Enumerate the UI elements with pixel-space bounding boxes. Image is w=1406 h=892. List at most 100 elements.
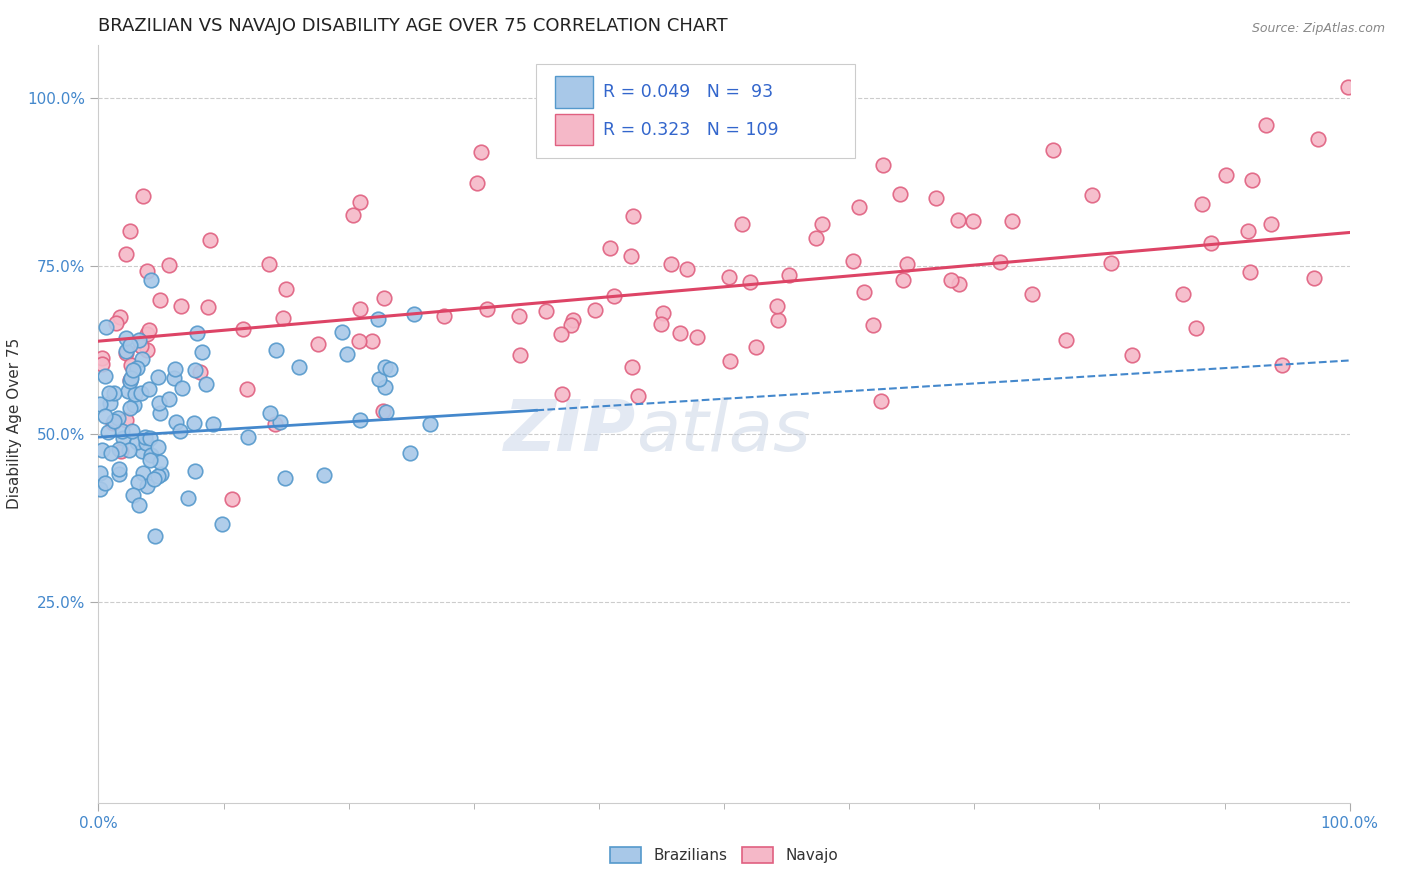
Point: [924, 191, 946, 205]
Point: [194, 377, 217, 392]
Point: [236, 430, 259, 444]
Y-axis label: Disability Age Over 75: Disability Age Over 75: [7, 338, 21, 509]
Point: [139, 273, 162, 287]
Point: [621, 209, 644, 223]
Point: [98, 386, 121, 401]
Point: [1308, 131, 1330, 145]
Point: [659, 257, 682, 271]
Point: [131, 352, 153, 367]
Point: [96, 319, 118, 334]
Point: [380, 362, 402, 376]
Point: [870, 393, 893, 408]
Point: [135, 326, 157, 341]
Point: [264, 417, 287, 431]
Point: [1271, 359, 1294, 373]
Point: [336, 347, 359, 361]
Point: [146, 440, 169, 454]
Point: [128, 333, 150, 347]
Point: [962, 213, 984, 227]
Point: [560, 318, 582, 332]
Point: [1184, 321, 1206, 335]
Point: [717, 270, 740, 285]
Point: [165, 415, 187, 429]
Point: [143, 529, 166, 543]
Point: [402, 307, 425, 321]
Point: [349, 302, 371, 317]
Point: [603, 289, 626, 303]
Point: [627, 389, 650, 403]
Point: [121, 362, 143, 376]
Point: [810, 217, 832, 231]
Point: [146, 370, 169, 384]
Point: [115, 413, 138, 427]
Point: [257, 257, 280, 271]
Point: [98, 396, 121, 410]
Point: [676, 261, 699, 276]
Point: [183, 417, 205, 431]
Point: [766, 299, 789, 313]
Point: [136, 343, 159, 358]
Point: [620, 359, 643, 374]
Point: [778, 268, 800, 282]
Point: [138, 453, 160, 467]
Point: [374, 359, 396, 374]
Point: [259, 406, 281, 420]
Point: [157, 392, 180, 406]
Point: [186, 326, 208, 340]
Point: [891, 273, 914, 287]
Point: [143, 472, 166, 486]
Point: [188, 365, 211, 379]
Point: [475, 301, 498, 316]
Point: [842, 254, 865, 268]
Point: [148, 396, 170, 410]
Point: [330, 325, 353, 339]
Point: [1001, 214, 1024, 228]
Point: [136, 478, 159, 492]
Point: [184, 464, 207, 478]
Point: [1337, 79, 1360, 94]
Point: [107, 462, 129, 476]
Point: [118, 224, 141, 238]
Point: [125, 434, 148, 449]
Point: [157, 258, 180, 272]
Point: [1302, 271, 1324, 285]
Point: [373, 291, 395, 305]
Point: [1215, 168, 1237, 182]
Point: [804, 231, 827, 245]
Point: [1054, 333, 1077, 347]
Point: [738, 275, 761, 289]
Point: [201, 417, 224, 431]
Point: [169, 424, 191, 438]
Point: [91, 442, 114, 457]
Point: [550, 326, 572, 341]
Point: [1042, 143, 1064, 157]
Point: [1021, 287, 1043, 301]
Point: [131, 444, 153, 458]
Point: [349, 413, 371, 427]
Point: [433, 309, 456, 323]
Point: [108, 467, 131, 482]
Point: [135, 436, 157, 450]
Point: [90, 351, 112, 365]
Point: [368, 371, 391, 385]
Point: [170, 299, 193, 313]
Point: [148, 406, 170, 420]
Point: [1099, 256, 1122, 270]
FancyBboxPatch shape: [536, 63, 855, 159]
Point: [1237, 224, 1260, 238]
Point: [360, 334, 382, 348]
Point: [114, 247, 136, 261]
Point: [110, 444, 132, 458]
FancyBboxPatch shape: [555, 113, 593, 145]
Point: [97, 425, 120, 440]
Point: [129, 339, 152, 353]
Point: [198, 233, 221, 247]
Point: [117, 384, 139, 398]
Point: [718, 354, 741, 368]
Point: [136, 264, 159, 278]
Text: R = 0.049   N =  93: R = 0.049 N = 93: [603, 83, 773, 101]
Point: [889, 186, 911, 201]
Point: [139, 448, 162, 462]
Point: [129, 386, 152, 401]
Point: [862, 318, 884, 332]
